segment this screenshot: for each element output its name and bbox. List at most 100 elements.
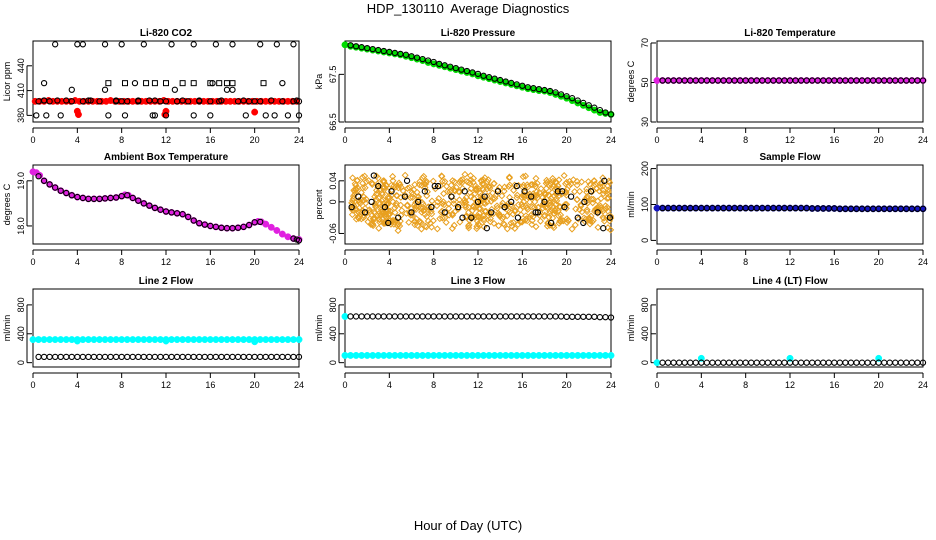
data-point bbox=[290, 41, 297, 48]
y-tick-label: 67.5 bbox=[328, 66, 338, 84]
x-tick-label: 4 bbox=[75, 135, 80, 145]
data-point bbox=[576, 206, 584, 214]
data-point bbox=[168, 41, 175, 48]
data-point bbox=[201, 221, 208, 228]
data-point bbox=[452, 313, 459, 320]
data-point bbox=[375, 182, 382, 190]
data-point bbox=[151, 80, 158, 87]
data-point bbox=[395, 179, 403, 187]
data-point bbox=[403, 202, 411, 210]
data-point bbox=[179, 80, 186, 87]
data-point bbox=[491, 75, 498, 82]
data-point bbox=[480, 223, 488, 231]
series-reference bbox=[35, 353, 303, 361]
data-point bbox=[36, 171, 44, 179]
data-point bbox=[245, 353, 253, 361]
data-point bbox=[85, 353, 92, 361]
data-point bbox=[523, 204, 531, 212]
data-point bbox=[574, 214, 581, 221]
data-point bbox=[185, 213, 192, 221]
panel-title: Gas Stream RH bbox=[442, 152, 515, 163]
data-point bbox=[143, 80, 150, 87]
panel-gas-stream-rh: Gas Stream RH percent 0 4 8 12 16 20 24 -0.06 0 0.0… bbox=[314, 152, 616, 267]
data-point bbox=[552, 313, 559, 320]
data-point bbox=[601, 177, 608, 184]
data-point bbox=[384, 195, 392, 203]
x-tick-label: 24 bbox=[294, 135, 304, 145]
data-point bbox=[388, 188, 395, 195]
data-point bbox=[472, 203, 480, 211]
y-axis-label: Licor ppm bbox=[2, 62, 12, 102]
data-point bbox=[151, 112, 159, 119]
data-point bbox=[402, 313, 410, 320]
data-point bbox=[532, 174, 540, 182]
data-point bbox=[517, 211, 525, 219]
data-point bbox=[413, 188, 421, 196]
plot-frame bbox=[656, 164, 924, 245]
data-point bbox=[511, 224, 519, 232]
x-tick-label: 12 bbox=[161, 380, 171, 390]
data-point bbox=[527, 181, 535, 189]
data-point bbox=[503, 212, 511, 220]
data-point bbox=[475, 205, 483, 213]
data-point bbox=[74, 353, 81, 361]
data-point bbox=[385, 219, 392, 227]
data-point bbox=[268, 97, 275, 104]
data-point bbox=[441, 62, 448, 69]
data-point bbox=[349, 200, 357, 208]
data-point bbox=[240, 97, 247, 104]
data-point bbox=[451, 187, 459, 195]
data-point bbox=[402, 209, 410, 217]
y-tick-label: 0 bbox=[328, 199, 338, 204]
data-point bbox=[347, 313, 354, 320]
data-point bbox=[464, 178, 472, 186]
data-point bbox=[480, 176, 488, 184]
data-point bbox=[569, 95, 576, 102]
data-point bbox=[257, 353, 264, 361]
data-point bbox=[468, 214, 475, 221]
x-tick-label: 20 bbox=[250, 257, 260, 267]
data-point bbox=[40, 177, 48, 184]
data-point bbox=[384, 193, 392, 201]
data-point bbox=[484, 183, 492, 191]
data-point bbox=[278, 230, 286, 238]
data-point bbox=[397, 211, 405, 219]
series-reference bbox=[659, 77, 927, 84]
data-point bbox=[101, 353, 109, 361]
plot-frame bbox=[344, 40, 612, 123]
data-point bbox=[550, 206, 559, 214]
data-point bbox=[532, 223, 540, 231]
data-point bbox=[484, 176, 492, 184]
data-point bbox=[459, 184, 467, 192]
panel-li-820-temperature: Li-820 Temperature degrees C 0 4 8 12 16 20 24 30… bbox=[626, 28, 928, 145]
data-point bbox=[556, 217, 564, 225]
data-point bbox=[474, 212, 482, 220]
data-point bbox=[43, 112, 50, 119]
y-tick-label: -0.06 bbox=[328, 223, 338, 244]
data-point bbox=[599, 213, 607, 221]
data-point bbox=[223, 353, 231, 361]
data-point bbox=[251, 353, 258, 361]
data-point bbox=[386, 313, 393, 320]
data-point bbox=[207, 80, 214, 87]
data-point bbox=[469, 69, 476, 76]
x-tick-label: 0 bbox=[30, 257, 35, 267]
data-point bbox=[391, 209, 399, 217]
data-point bbox=[814, 359, 821, 366]
data-point bbox=[555, 176, 563, 184]
series-reference bbox=[35, 173, 303, 244]
data-point bbox=[557, 313, 565, 320]
x-tick-label: 12 bbox=[473, 257, 483, 267]
data-point bbox=[448, 193, 455, 200]
data-point bbox=[897, 359, 904, 366]
data-point bbox=[599, 207, 607, 215]
data-point bbox=[472, 186, 480, 194]
y-tick-label: 200 bbox=[640, 161, 650, 176]
data-point bbox=[864, 359, 871, 366]
data-point bbox=[714, 359, 722, 366]
data-point bbox=[591, 180, 599, 188]
data-point bbox=[569, 313, 576, 320]
data-point bbox=[508, 313, 515, 320]
data-point bbox=[447, 63, 454, 70]
data-point bbox=[470, 194, 478, 202]
